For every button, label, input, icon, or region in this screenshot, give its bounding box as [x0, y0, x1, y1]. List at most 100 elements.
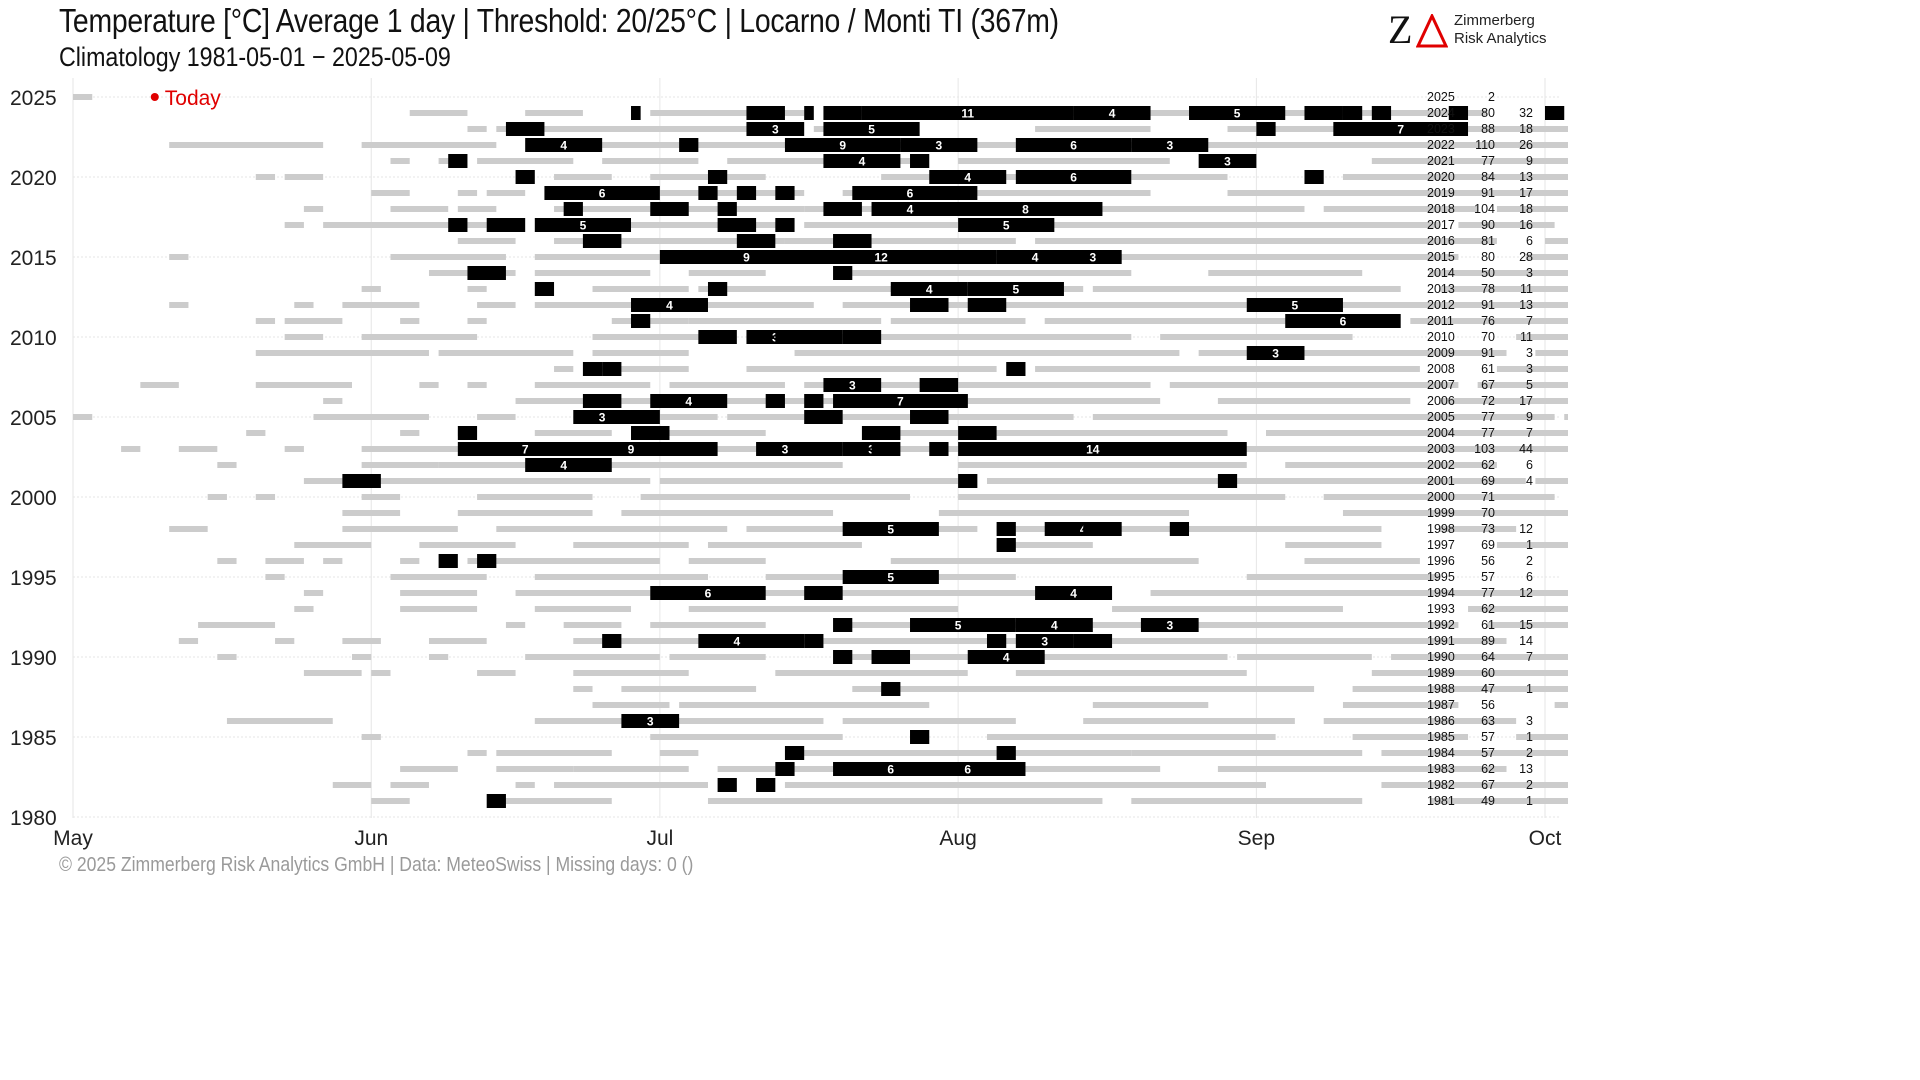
table-year: 1986: [1427, 714, 1455, 728]
above-20-segment: [688, 270, 766, 276]
above-20-segment: [1496, 366, 1568, 372]
above-25-segment: [881, 682, 901, 696]
above-25-segment: [910, 410, 949, 424]
above-20-segment: [467, 286, 487, 292]
above-25-segment: [746, 106, 785, 120]
above-20-segment: [332, 782, 372, 788]
above-20-segment: [169, 142, 247, 148]
above-20-segment: [1054, 446, 1568, 452]
above-25-segment: [1304, 170, 1324, 184]
table-days-above-20: 50: [1481, 266, 1495, 280]
table-days-above-20: 91: [1481, 298, 1495, 312]
table-days-above-20: 73: [1481, 522, 1495, 536]
above-20-segment: [255, 382, 353, 388]
above-20-segment: [534, 270, 651, 276]
table-year: 2019: [1427, 186, 1455, 200]
above-25-segment: [823, 202, 862, 216]
x-tick-label: Jul: [646, 827, 673, 850]
above-25-segment: [1073, 106, 1151, 120]
above-20-segment: [1371, 670, 1568, 676]
above-20-segment: [1083, 718, 1295, 724]
above-20-segment: [515, 782, 535, 788]
table-year: 1989: [1427, 666, 1455, 680]
segment-length-label: 3: [647, 715, 654, 729]
above-20-segment: [534, 526, 728, 532]
above-25-segment: [977, 618, 1016, 632]
above-25-segment: [1015, 170, 1132, 184]
above-25-segment: [477, 554, 497, 568]
above-20-segment: [688, 606, 959, 612]
above-25-segment: [1063, 250, 1122, 264]
above-20-segment: [438, 158, 458, 164]
x-tick-label: Jun: [354, 827, 388, 850]
above-20-segment: [1275, 110, 1334, 116]
table-year: 1981: [1427, 794, 1455, 808]
table-year: 2009: [1427, 346, 1455, 360]
above-25-segment: [698, 186, 718, 200]
above-20-segment: [1496, 206, 1568, 212]
above-20-segment: [1468, 606, 1568, 612]
above-25-segment: [717, 778, 737, 792]
above-20-segment: [121, 446, 141, 452]
above-20-segment: [361, 478, 651, 484]
table-days-above-25: 44: [1519, 442, 1533, 456]
above-20-segment: [217, 558, 237, 564]
above-20-segment: [467, 558, 660, 564]
above-20-segment: [573, 638, 766, 644]
table-days-above-20: 70: [1481, 506, 1495, 520]
logo-line-2: Risk Analytics: [1454, 30, 1547, 47]
above-20-segment: [996, 542, 1093, 548]
above-25-segment: [505, 122, 545, 136]
above-25-segment: [938, 186, 978, 200]
table-days-above-20: 103: [1474, 442, 1495, 456]
above-25-segment: [1083, 522, 1103, 536]
segment-length-label: 5: [1292, 299, 1299, 313]
above-25-segment: [1448, 106, 1469, 120]
table-days-above-20: 57: [1481, 746, 1495, 760]
above-25-segment: [833, 234, 872, 248]
above-20-segment: [255, 174, 276, 180]
table-days-above-25: 12: [1519, 522, 1533, 536]
table-days-above-25: 13: [1519, 170, 1533, 184]
above-20-segment: [1381, 782, 1568, 788]
above-20-segment: [361, 446, 516, 452]
table-days-above-25: 26: [1519, 138, 1533, 152]
segment-length-label: 6: [1340, 315, 1347, 329]
above-20-segment: [390, 782, 429, 788]
x-tick-label: Aug: [939, 827, 976, 850]
segment-length-label: 8: [1022, 203, 1029, 217]
above-20-segment: [486, 190, 526, 196]
table-days-above-20: 57: [1481, 730, 1495, 744]
segment-length-label: 9: [743, 251, 750, 265]
above-25-segment: [958, 218, 1055, 232]
above-20-segment: [419, 382, 439, 388]
above-20-segment: [361, 462, 439, 468]
above-20-segment: [342, 302, 420, 308]
above-25-segment: [467, 266, 506, 280]
table-days-above-25: 1: [1526, 794, 1533, 808]
table-days-above-25: 7: [1526, 314, 1533, 328]
above-20-segment: [1342, 702, 1459, 708]
above-25-segment: [457, 426, 478, 440]
above-20-segment: [361, 494, 401, 500]
table-days-above-25: 32: [1519, 106, 1533, 120]
segment-length-label: 7: [522, 443, 529, 457]
above-20-segment: [390, 158, 410, 164]
table-days-above-25: 7: [1526, 650, 1533, 664]
above-20-segment: [1381, 750, 1568, 756]
above-20-segment: [650, 174, 766, 180]
above-25-segment: [1342, 106, 1363, 120]
above-25-segment: [534, 218, 632, 232]
above-25-segment: [958, 474, 978, 488]
table-days-above-25: 4: [1526, 474, 1533, 488]
above-25-segment: [1189, 106, 1286, 120]
above-20-segment: [1516, 734, 1568, 740]
above-25-segment: [602, 634, 622, 648]
above-20-segment: [217, 654, 237, 660]
above-25-segment: [679, 138, 699, 152]
above-25-segment: [573, 410, 632, 424]
table-days-above-20: 67: [1481, 778, 1495, 792]
above-20-segment: [294, 302, 314, 308]
above-20-segment: [496, 766, 574, 772]
above-20-segment: [534, 430, 612, 436]
